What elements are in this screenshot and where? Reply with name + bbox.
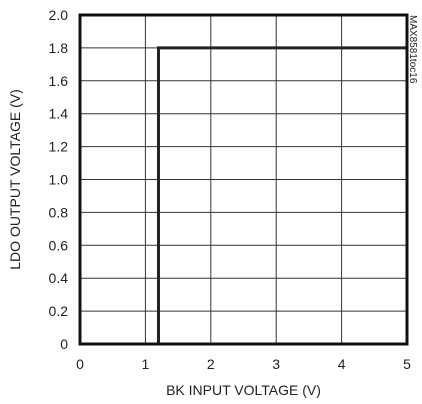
x-tick-labels: 0 1 2 3 4 5 (76, 356, 411, 372)
y-tick-label: 0.4 (49, 270, 69, 286)
x-tick-label: 5 (403, 356, 411, 372)
y-tick-label: 1.8 (49, 40, 69, 56)
y-tick-label: 0.2 (49, 303, 69, 319)
series-line-1 (80, 46, 407, 346)
x-tick-label: 4 (338, 356, 346, 372)
y-tick-label: 0 (60, 336, 68, 352)
x-tick-label: 3 (272, 356, 280, 372)
x-tick-label: 1 (142, 356, 150, 372)
y-tick-label: 1.4 (49, 106, 69, 122)
x-tick-label: 2 (207, 356, 215, 372)
y-tick-label: 1.6 (49, 73, 69, 89)
y-axis-label: LDO OUTPUT VOLTAGE (V) (7, 89, 23, 269)
plot-frame (78, 13, 409, 346)
y-tick-label: 2.0 (49, 7, 69, 23)
y-tick-label: 1.2 (49, 139, 69, 155)
y-tick-label: 0.6 (49, 237, 69, 253)
y-tick-label: 1.0 (49, 172, 69, 188)
y-tick-label: 0.8 (49, 204, 69, 220)
x-tick-label: 0 (76, 356, 84, 372)
x-axis-label: BK INPUT VOLTAGE (V) (166, 382, 321, 398)
series-layer (80, 46, 407, 346)
grid-lines (80, 15, 407, 344)
y-tick-labels: 0 0.2 0.4 0.6 0.8 1.0 1.2 1.4 1.6 1.8 2.0 (49, 7, 69, 352)
figure-code: MAX8581toc16 (407, 15, 418, 84)
